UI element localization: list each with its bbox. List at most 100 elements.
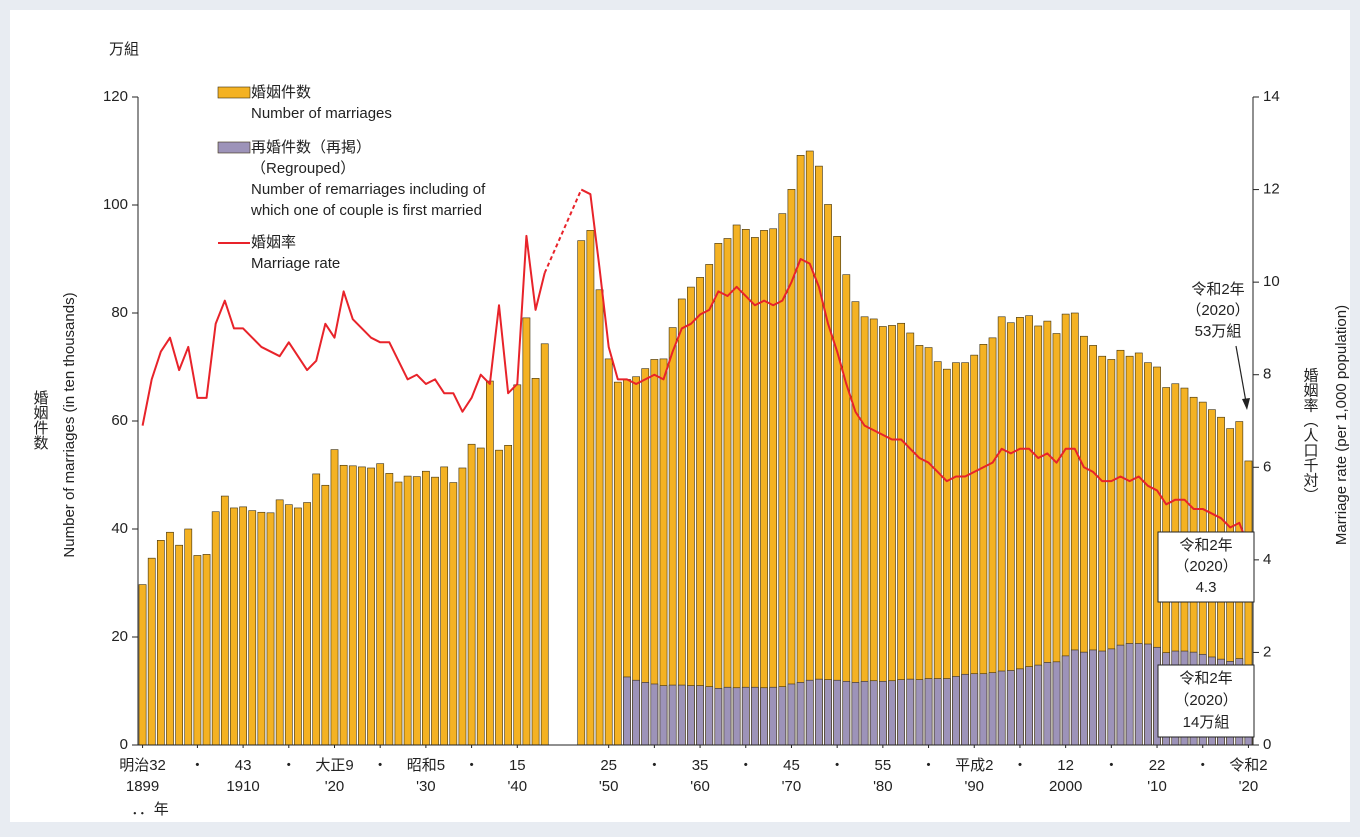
bar — [1043, 662, 1052, 746]
bar — [266, 512, 275, 746]
bar — [723, 238, 732, 746]
bar — [705, 686, 714, 746]
bar — [888, 680, 896, 746]
bar — [842, 680, 851, 746]
bar — [330, 449, 339, 746]
bar — [632, 679, 640, 746]
legend-swatch — [217, 86, 251, 99]
bar — [1070, 649, 1079, 746]
bar — [303, 502, 311, 746]
legend-label: （Regrouped） — [251, 160, 355, 177]
bar — [687, 286, 695, 746]
annotation-box — [1157, 664, 1255, 738]
annotation-text: 14万組 — [1183, 714, 1230, 731]
bar — [531, 378, 540, 746]
legend: 婚姻件数 Number of marriages 再婚件数（再掲） （Regroupe… — [217, 84, 486, 272]
annotation-text: （2020） — [1186, 302, 1249, 319]
bar — [623, 676, 631, 746]
bar — [796, 682, 805, 746]
x-tick-label: 55 — [875, 757, 892, 774]
x-tick-sublabel: '10 — [1147, 778, 1167, 795]
annotation-text: （2020） — [1174, 558, 1237, 575]
legend-label: which one of couple is first married — [250, 202, 482, 219]
x-tick-sublabel: 1910 — [226, 778, 259, 795]
y-axis-title-ja: 婚姻件数 — [32, 390, 49, 450]
x-tick-label: ・ — [921, 757, 936, 774]
data-label: 4.3 — [1196, 579, 1217, 596]
bar — [577, 240, 586, 746]
x-tick-label: ・ — [647, 757, 662, 774]
x-tick-label: ・ — [1195, 757, 1210, 774]
bar — [458, 467, 467, 746]
annotation-arrowhead — [1242, 398, 1250, 410]
bar — [714, 243, 723, 746]
bar — [824, 679, 832, 746]
annotation-text: 令和2年 — [1179, 670, 1232, 687]
bar — [705, 264, 714, 746]
x-tick-sublabel: '30 — [416, 778, 436, 795]
annotations: 令和2年 （2020） 4.3 令和2年 （2020） 14万組 — [1157, 531, 1255, 738]
bar — [184, 528, 193, 746]
bar — [248, 510, 257, 746]
bar — [367, 467, 375, 746]
bar — [942, 678, 951, 746]
legend-label: Marriage rate — [251, 255, 340, 272]
y2-tick-label: 0 — [1263, 736, 1271, 753]
bar — [147, 557, 156, 746]
bar — [997, 670, 1006, 746]
x-tick-sublabel: '40 — [508, 778, 528, 795]
y-tick-label: 120 — [103, 88, 128, 105]
x-tick-sublabel: '20 — [325, 778, 345, 795]
bar — [193, 555, 202, 746]
bar — [284, 504, 293, 746]
bar — [723, 686, 732, 746]
unit-label: 万組 — [109, 41, 139, 58]
annotation-arrow — [1235, 345, 1247, 403]
annotation-box — [1157, 531, 1255, 603]
bar — [833, 236, 842, 746]
bar — [915, 679, 924, 746]
bar — [687, 685, 695, 746]
bar — [156, 540, 165, 746]
bar — [1016, 668, 1024, 746]
bar — [869, 680, 878, 746]
y2-tick-label: 14 — [1263, 88, 1280, 105]
y2-axis-title: Marriage rate (per 1,000 population) — [1333, 305, 1350, 545]
bar — [961, 673, 969, 746]
x-tick-label: ・ — [830, 757, 845, 774]
bar — [604, 358, 613, 746]
bar — [641, 682, 650, 746]
bar — [613, 381, 622, 746]
bar — [394, 481, 403, 746]
bar — [422, 470, 430, 746]
x-tick-label: 大正9 — [315, 757, 353, 774]
x-tick-sublabel: '20 — [1239, 778, 1259, 795]
bar — [175, 544, 183, 746]
bar — [1080, 651, 1088, 746]
y-tick-label: 80 — [111, 304, 128, 321]
bar — [275, 499, 284, 746]
bar — [805, 150, 814, 746]
bar — [1098, 650, 1107, 746]
bar — [504, 444, 513, 746]
bar — [239, 506, 247, 746]
bar — [760, 230, 768, 746]
bar — [1089, 649, 1097, 746]
bar — [760, 687, 768, 746]
bar — [805, 679, 814, 746]
x-tick-sublabel: '50 — [599, 778, 619, 795]
bar — [449, 482, 458, 746]
x-tick-sublabel: 1899 — [126, 778, 159, 795]
bar — [824, 204, 832, 746]
legend-label: 婚姻率 — [251, 234, 296, 251]
x-tick-label: 45 — [783, 757, 800, 774]
bar — [833, 679, 842, 746]
bar — [751, 686, 759, 746]
y2-tick-label: 10 — [1263, 273, 1280, 290]
y-tick-label: 20 — [111, 628, 128, 645]
x-tick-label: 22 — [1149, 757, 1166, 774]
bar — [860, 316, 869, 746]
bar — [677, 684, 686, 746]
bar — [540, 343, 549, 746]
